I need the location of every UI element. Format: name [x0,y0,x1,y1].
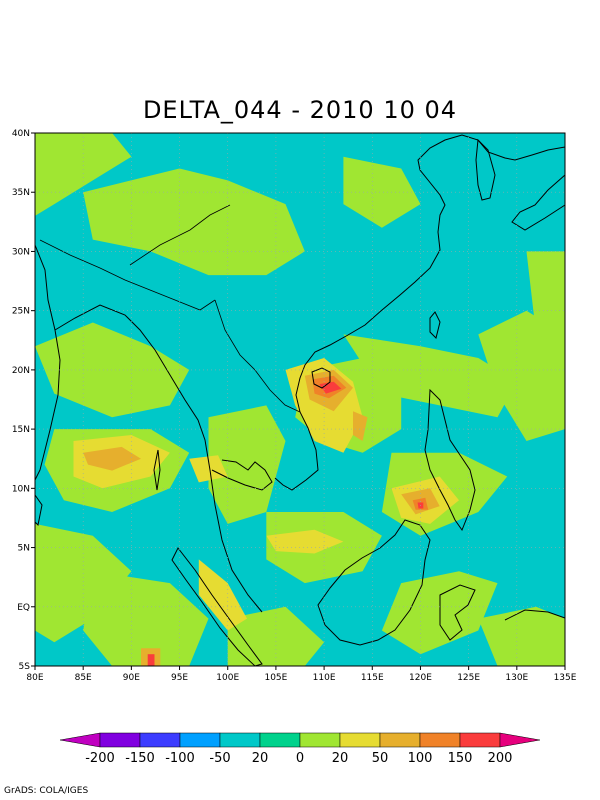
field-green-10 [343,334,517,418]
colorbar-swatch [299,732,341,748]
lon-tick-label: 115E [361,673,384,683]
lat-tick-labels: 5S EQ 5N 10N 15N 20N 25N 30N 35N 40N [12,129,35,672]
field-red-29 [319,381,342,394]
lon-tick-label: 80E [26,673,43,683]
map-title: DELTA_044 - 2010 10 04 [142,96,458,124]
grid-layer [35,133,565,666]
colorbar-low-arrow [59,732,101,748]
coastline-korea [475,138,496,201]
lat-tick-label: 25N [12,307,30,317]
colorbar-label: 20 [332,751,349,766]
coastline-layer [34,134,566,667]
field-yellow-21 [189,455,228,483]
coastline-hainan [311,367,331,389]
lon-tick-labels: 80E 85E 90E 95E 100E 105E 110E 115E 120E 125E 130E… [26,666,577,683]
lat-tick-label: 15N [12,425,30,435]
lon-tick-label: 105E [264,673,287,683]
lat-tick-label: 40N [12,129,30,139]
lon-tick-label: 90E [123,673,140,683]
lon-tick-label: 135E [554,673,577,683]
colorbar-swatch [139,732,181,748]
colorbar-label: 50 [372,751,389,766]
colorbar-swatch [259,732,301,748]
lat-tick-label: 5N [18,544,30,554]
lat-tick-label: 30N [12,247,30,257]
lon-tick-label: 125E [457,673,480,683]
colorbar-labels: -200 -150 -100 -50 20 0 20 50 100 150 200 [85,751,512,766]
colorbar-swatch [419,732,461,748]
colorbar-swatch [459,732,501,748]
field-orange-25 [353,411,368,441]
field-red-32 [147,654,155,666]
lat-tick-label: EQ [17,603,30,613]
lon-tick-label: 120E [409,673,432,683]
colorbar-label: 150 [448,751,473,766]
colorbar-label: -50 [209,751,230,766]
coastline-philippines [424,388,476,532]
colorbar-swatch [339,732,381,748]
field-green-1 [83,168,305,276]
colorbar-label: 100 [408,751,433,766]
coastline-newguinea [504,609,566,621]
grads-credit: GrADS: COLA/IGES [4,786,89,796]
coastline-sulawesi [439,584,476,641]
field-orange-23 [83,446,141,471]
colorbar-label: 20 [252,751,269,766]
field-green-15 [478,606,565,666]
colorbar-label: -100 [165,751,195,766]
lat-tick-label: 10N [12,484,30,494]
lat-tick-label: 20N [12,366,30,376]
lat-tick-label: 5S [19,662,31,672]
lat-tick-label: 35N [12,188,30,198]
colorbar-swatch [379,732,421,748]
coastline-japan [511,174,566,231]
field-green-5 [35,523,132,643]
lon-tick-label: 85E [75,673,92,683]
field-green-12 [478,310,565,441]
colorbar-label: 0 [296,751,304,766]
border-himalaya [39,239,216,311]
coastline-taiwan [429,311,441,339]
field-green-16 [227,606,325,666]
field-yellow-18 [266,529,344,554]
coastline-srilanka [34,494,43,527]
colorbar-high-arrow [499,732,541,748]
coastline-borneo [317,519,431,646]
colorbar-label: -150 [125,751,155,766]
colorbar-label: 200 [488,751,513,766]
field-green-6 [83,571,209,666]
coastline-india [34,244,61,481]
colorbar-swatch [99,732,141,748]
field-green-13 [526,251,565,347]
map-frame [34,132,566,667]
lon-tick-label: 95E [171,673,188,683]
field-green-0 [35,133,132,216]
lon-tick-label: 100E [216,673,239,683]
border-china-west [129,204,231,266]
field-green-3 [35,322,190,418]
colorbar-label: -200 [85,751,115,766]
coastline-peninsula [211,459,273,491]
map-panel: 80E 85E 90E 95E 100E 105E 110E 115E 120E 125E 130E… [12,129,577,683]
data-field-layer [35,133,565,666]
coastline-andaman [153,449,161,491]
lon-tick-label: 130E [505,673,528,683]
colorbar-swatch [219,732,261,748]
colorbar [59,732,541,748]
field-yellow-22 [198,559,247,631]
lon-tick-label: 110E [313,673,336,683]
field-green-7 [208,405,286,524]
colorbar-swatch [179,732,221,748]
coastline-bengal [54,304,263,613]
field-green-2 [343,156,421,228]
